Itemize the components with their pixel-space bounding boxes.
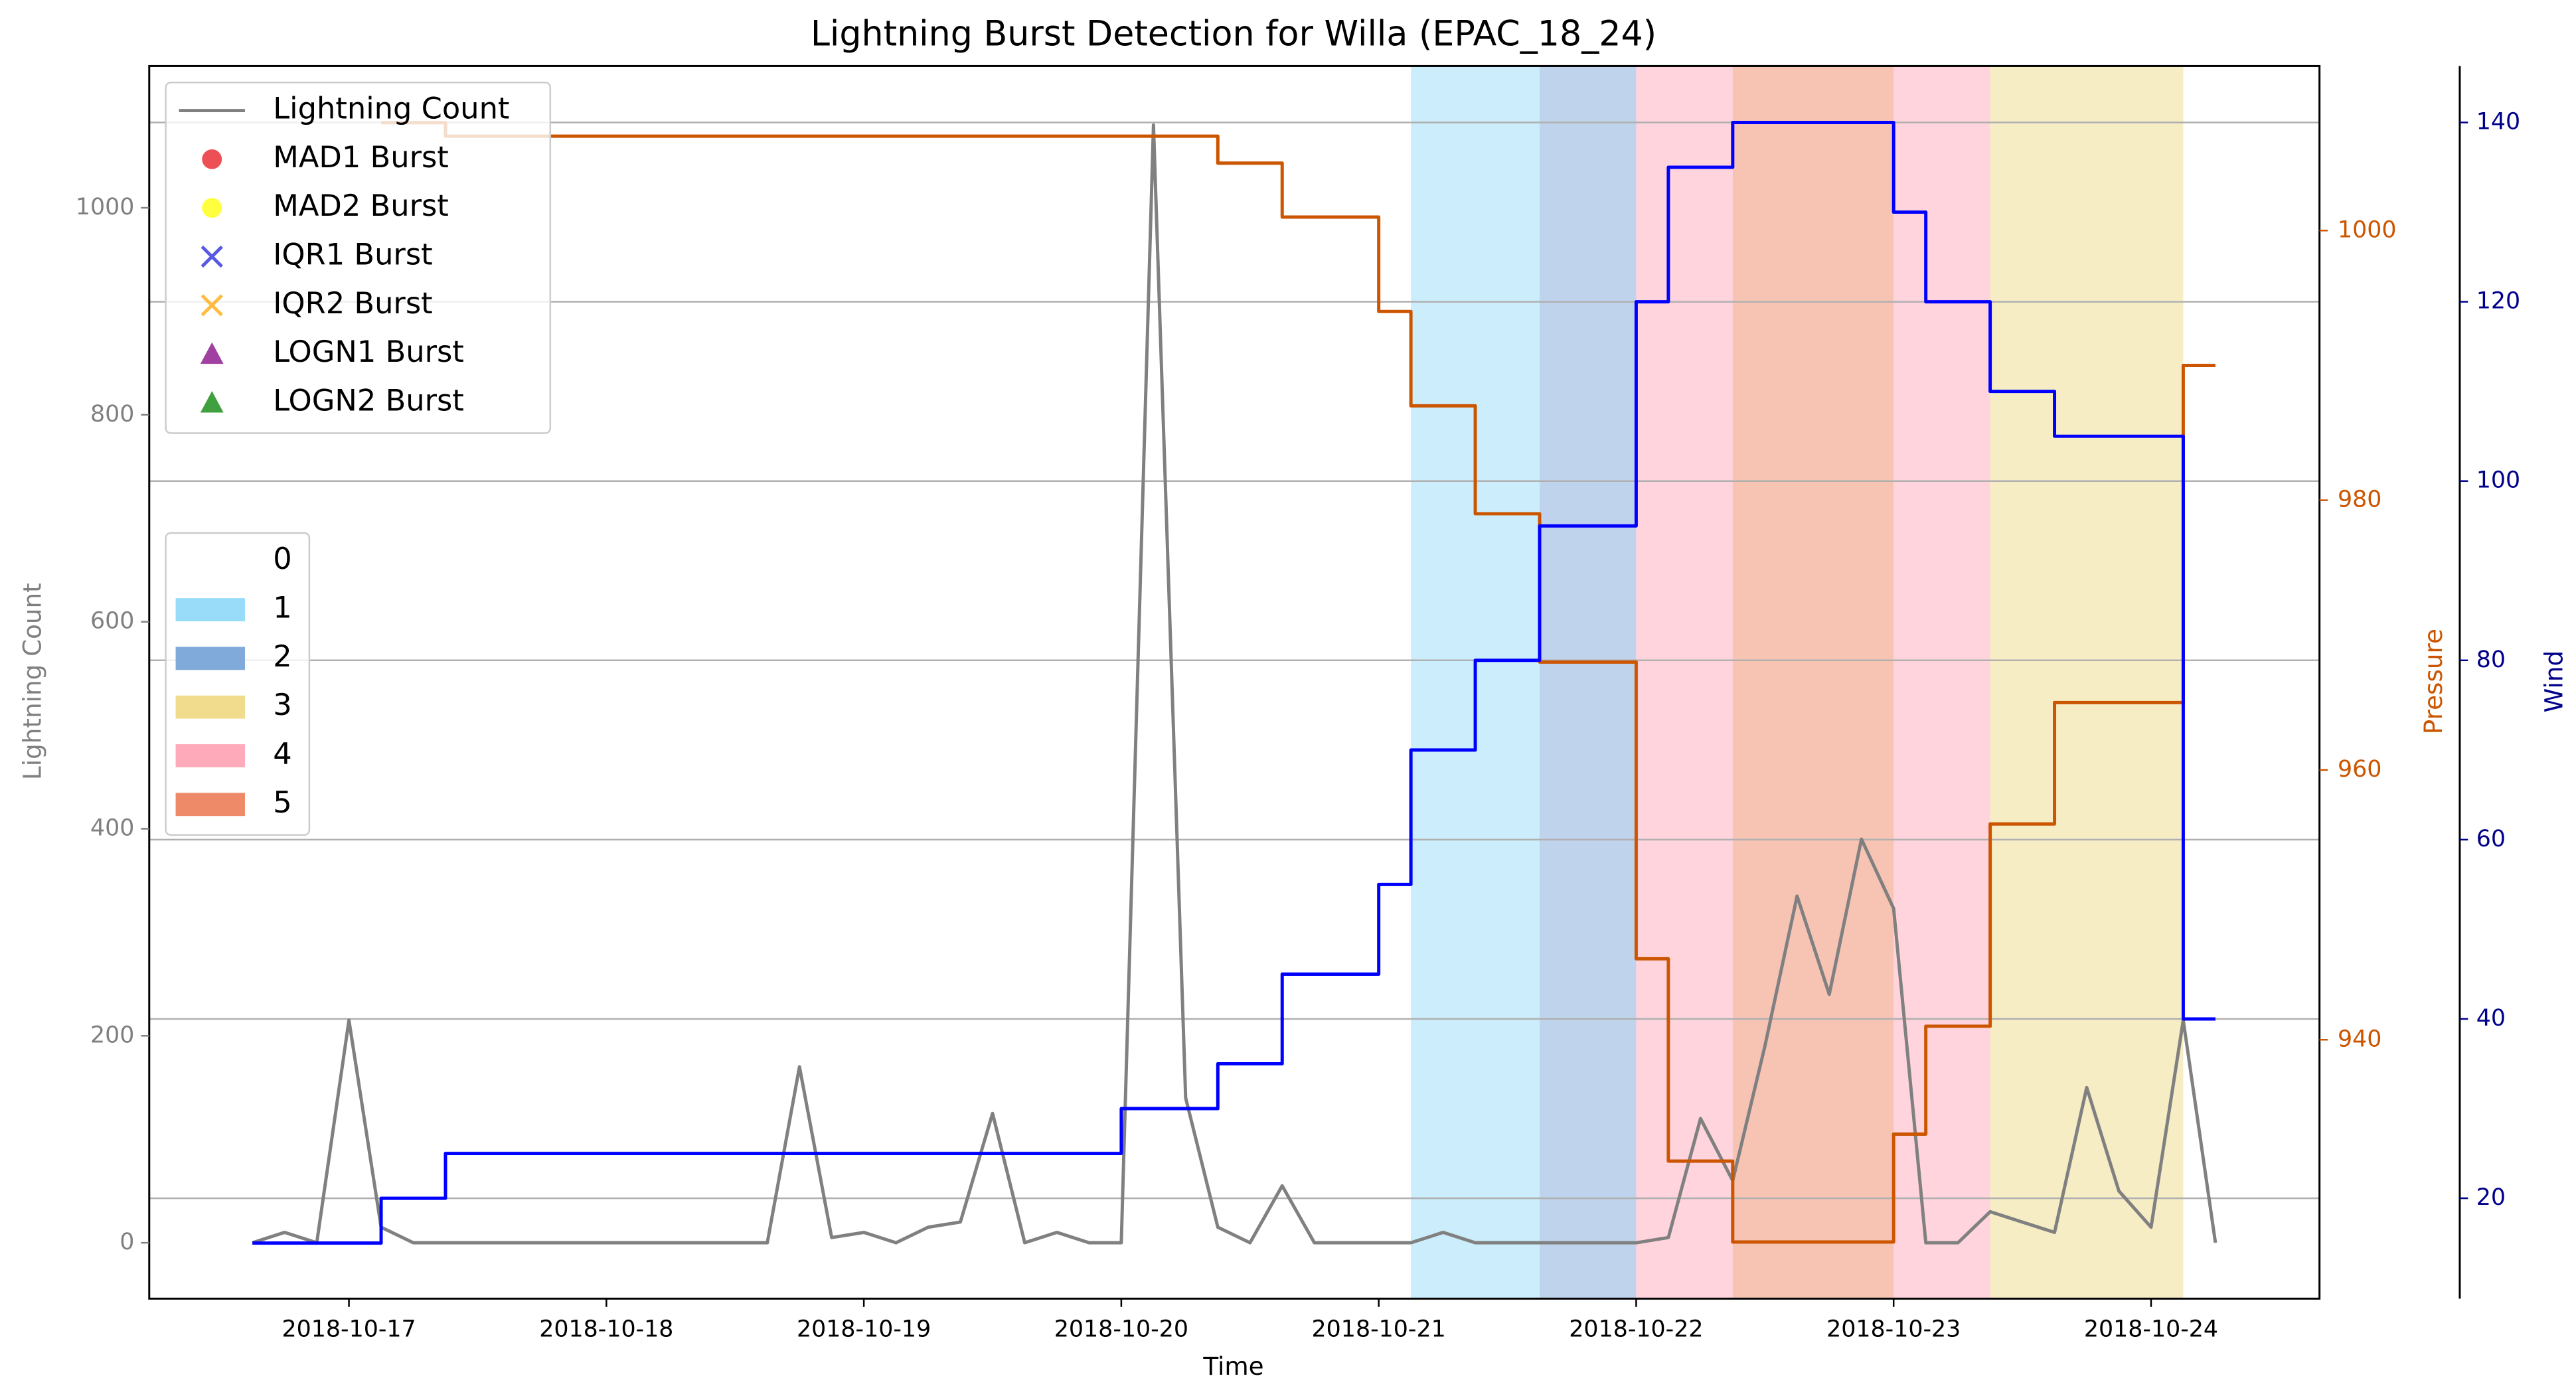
y3-tick-label: 140 [2476, 109, 2520, 135]
intensity-span [1732, 66, 1894, 1299]
intensity-span [1636, 66, 1733, 1299]
intensity-span [1540, 66, 1637, 1299]
legend-label: MAD2 Burst [273, 188, 449, 223]
y3-tick-label: 80 [2476, 647, 2506, 673]
y3-tick-label: 20 [2476, 1184, 2506, 1211]
y2-tick-label: 960 [2338, 756, 2381, 783]
legend-swatch [175, 744, 245, 767]
y3-tick-label: 60 [2476, 826, 2506, 852]
legend-label: IQR2 Burst [273, 285, 432, 321]
x-axis-label: Time [1202, 1352, 1263, 1381]
x-tick-label: 2018-10-23 [1826, 1316, 1961, 1343]
x-tick-label: 2018-10-19 [797, 1316, 931, 1343]
chart-title: Lightning Burst Detection for Willa (EPA… [811, 15, 1656, 54]
y3-axis-label: Wind [2539, 651, 2569, 713]
legend-label: IQR1 Burst [273, 237, 432, 272]
y-tick-label: 200 [90, 1022, 134, 1048]
intensity-span [1893, 66, 1990, 1299]
series-line [381, 121, 2215, 1244]
plot-frame [148, 64, 2321, 1300]
x-tick-label: 2018-10-24 [2084, 1316, 2218, 1343]
legend-label: 2 [273, 639, 291, 674]
legend-label: LOGN2 Burst [273, 383, 464, 418]
legend-marker [201, 245, 223, 268]
y-tick-label: 400 [90, 814, 134, 841]
y2-tick-label: 1000 [2338, 216, 2397, 243]
x-tick-label: 2018-10-20 [1054, 1316, 1188, 1343]
legend-marker [202, 149, 222, 169]
series-line [252, 123, 2217, 1245]
x-tick-label: 2018-10-22 [1569, 1316, 1703, 1343]
legend-label: 4 [273, 736, 291, 771]
y3-tick-label: 40 [2476, 1005, 2506, 1032]
legend-swatch [175, 598, 245, 621]
legend-label: 5 [273, 785, 291, 820]
legend-swatch [175, 695, 245, 719]
y-tick-label: 1000 [76, 194, 135, 220]
x-tick-label: 2018-10-21 [1312, 1316, 1446, 1343]
legend-marker [200, 391, 224, 413]
x-tick-label: 2018-10-17 [282, 1316, 416, 1343]
y-tick-label: 0 [120, 1229, 134, 1255]
y-tick-label: 800 [90, 401, 134, 427]
legend-label: MAD1 Burst [273, 139, 449, 175]
y-tick-label: 600 [90, 608, 134, 635]
legend-marker [201, 294, 223, 317]
y3-tick-label: 120 [2476, 288, 2520, 315]
y3-tick-label: 100 [2476, 467, 2520, 494]
legend-label: 1 [273, 590, 291, 625]
legend-label: 0 [273, 541, 291, 576]
y2-axis-label: Pressure [2419, 629, 2448, 734]
y2-tick-label: 980 [2338, 487, 2381, 513]
legend-label: LOGN1 Burst [273, 334, 464, 369]
legend-marker [200, 342, 224, 364]
legend-label: Lightning Count [273, 91, 509, 126]
x-tick-label: 2018-10-18 [539, 1316, 673, 1343]
legend-box [165, 82, 552, 434]
y-axis-label: Lightning Count [17, 583, 46, 780]
legend-marker [202, 198, 222, 218]
series-line [252, 121, 2215, 1245]
legend-swatch [175, 647, 245, 670]
y2-tick-label: 940 [2338, 1026, 2381, 1052]
legend-label: 3 [273, 687, 291, 722]
legend-swatch [175, 793, 245, 816]
intensity-span [1990, 66, 2184, 1299]
